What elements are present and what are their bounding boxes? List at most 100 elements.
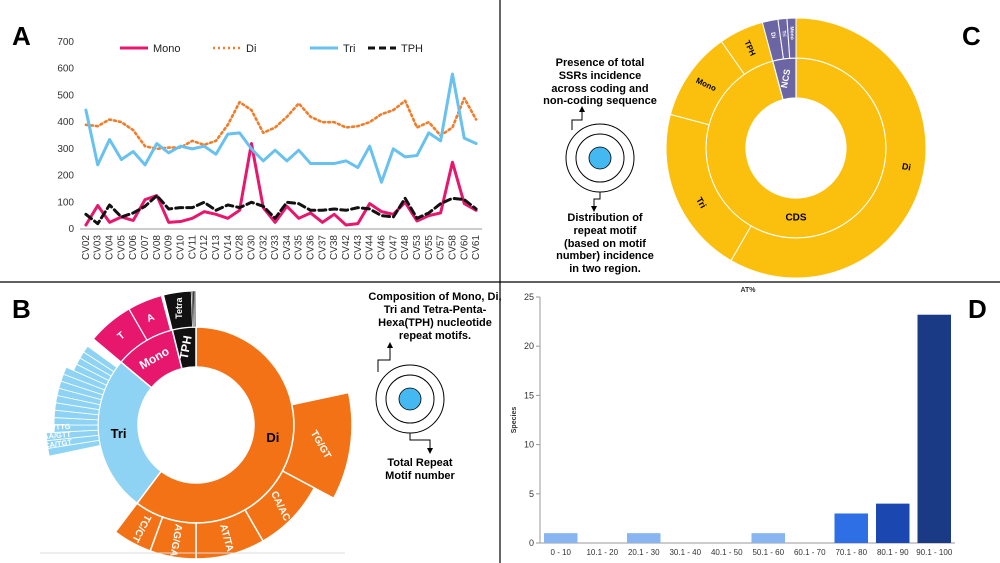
d-x-tick-label: 20.1 - 30 xyxy=(628,548,660,557)
a-x-tick-label: CV04 xyxy=(105,235,116,260)
b-outer-label-tetra: Tetra xyxy=(174,296,184,318)
a-x-tick-label: CV13 xyxy=(211,235,222,260)
a-x-tick-label: CV32 xyxy=(258,235,269,260)
a-x-tick-label: CV47 xyxy=(388,235,399,260)
c-outer-label-tri-ncs: Tri xyxy=(780,30,787,37)
a-series-line-mono xyxy=(84,142,478,227)
b-outer-label-t: T xyxy=(116,330,128,342)
a-x-tick-label: CV09 xyxy=(164,235,175,260)
panel-b-title-line-3: Hexa(TPH) nucleotide xyxy=(378,317,492,329)
panel-b-title-line-4: repeat motifs. xyxy=(399,330,471,342)
a-legend-label-di: Di xyxy=(246,43,256,55)
a-legend-label-mono: Mono xyxy=(153,43,181,55)
a-x-tick-label: CV28 xyxy=(235,235,246,260)
a-x-tick-label: CV30 xyxy=(246,235,257,260)
panel-c-top-line-1: Presence of total xyxy=(556,57,645,69)
d-x-tick-label: 90.1 - 100 xyxy=(916,548,953,557)
d-bar xyxy=(876,503,910,543)
b-label-di: Di xyxy=(266,430,279,445)
d-bar xyxy=(627,533,661,543)
a-series-line-tri xyxy=(84,72,478,184)
a-x-tick-label: CV57 xyxy=(436,235,447,260)
a-x-tick-label: CV58 xyxy=(447,235,458,260)
a-x-tick-label: CV14 xyxy=(223,235,234,260)
a-y-tick-label: 600 xyxy=(57,64,74,75)
a-series-line-tph xyxy=(84,194,478,226)
d-x-tick-label: 50.1 - 60 xyxy=(752,548,784,557)
a-x-tick-label: CV55 xyxy=(424,235,435,260)
d-x-tick-label: 40.1 - 50 xyxy=(711,548,743,557)
c-outer-label-mono-ncs: Mono xyxy=(788,26,794,40)
a-x-tick-label: CV03 xyxy=(93,235,104,260)
c-outer-slice xyxy=(730,17,927,279)
panel-b-title-line-1: Composition of Mono, Di, xyxy=(368,291,501,303)
d-y-tick-label: 25 xyxy=(524,292,534,302)
a-x-tick-label: CV46 xyxy=(377,235,388,260)
a-x-tick-label: CV12 xyxy=(199,235,210,260)
d-y-tick-label: 10 xyxy=(524,440,534,450)
a-x-tick-label: CV61 xyxy=(471,235,482,260)
c-label-ncs: NCS xyxy=(779,68,792,88)
d-y-axis-label: Species xyxy=(511,407,518,434)
a-x-tick-label: CV48 xyxy=(400,235,411,260)
d-x-tick-label: 70.1 - 80 xyxy=(835,548,867,557)
panel-label-b: B xyxy=(12,294,31,324)
c-outer-label-di-ncs: Di xyxy=(769,32,776,39)
b-outer-slice-tph xyxy=(193,290,196,328)
a-legend-label-tri: Tri xyxy=(343,43,355,55)
a-x-tick-label: CV35 xyxy=(294,235,305,260)
a-series-line-di xyxy=(84,96,478,151)
panel-c-top-line-4: non-coding sequence xyxy=(543,95,657,107)
panel-label-c: C xyxy=(962,21,981,51)
panel-b-annotation: Composition of Mono, Di, Tri and Tetra-P… xyxy=(368,291,501,482)
a-y-tick-label: 400 xyxy=(57,117,74,128)
panel-b-title-line-2: Tri and Tetra-Penta- xyxy=(384,304,487,316)
b-inner-slice-tri xyxy=(97,360,163,505)
panel-c-bottom-line-5: in two region. xyxy=(569,263,641,275)
c-label-cds: CDS xyxy=(785,213,806,224)
panel-b-circle-diagram xyxy=(375,342,445,454)
b-outer-slice-di xyxy=(114,502,164,552)
d-y-tick-label: 0 xyxy=(529,538,534,548)
panel-d-bar-chart: 0 5 10 15 20 25 AT% Species 0 - 10 10.1 - 20 20.1 … xyxy=(511,287,955,557)
a-x-tick-label: CV06 xyxy=(128,235,139,260)
a-x-tick-label: CV05 xyxy=(116,235,127,260)
a-legend-label-tph: TPH xyxy=(401,43,423,55)
panel-c-circle-diagram xyxy=(565,106,635,212)
c-outer-label-tri: Tri xyxy=(694,195,708,210)
b-outer-slice-tri xyxy=(83,345,118,373)
b-outer-slice-mono-a xyxy=(128,294,172,341)
d-y-tick-label: 20 xyxy=(524,341,534,351)
d-x-tick-label: 60.1 - 70 xyxy=(794,548,826,557)
panel-label-a: A xyxy=(12,21,31,51)
a-x-tick-label: CV08 xyxy=(152,235,163,260)
a-x-tick-label: CV38 xyxy=(329,235,340,260)
a-x-tick-label: CV36 xyxy=(306,235,317,260)
b-outer-label-a: A xyxy=(145,312,156,325)
a-x-tick-label: CV44 xyxy=(365,235,376,260)
a-x-tick-label: CV33 xyxy=(270,235,281,260)
a-x-tick-label: CV42 xyxy=(341,235,352,260)
a-x-tick-label: CV07 xyxy=(140,235,151,260)
a-x-tick-label: CV43 xyxy=(353,235,364,260)
panel-c-bottom-line-3: (based on motif xyxy=(564,238,646,250)
a-y-tick-label: 0 xyxy=(68,224,74,235)
d-x-tick-label: 0 - 10 xyxy=(551,548,572,557)
d-x-tick-label: 30.1 - 40 xyxy=(669,548,701,557)
a-x-tick-label: CV11 xyxy=(187,235,198,260)
a-y-tick-label: 700 xyxy=(57,37,74,48)
b-label-tph: TPH xyxy=(177,334,195,360)
a-x-tick-label: CV02 xyxy=(81,235,92,260)
b-outer-label-caagtt: CAA/GTT xyxy=(37,430,71,442)
a-y-tick-label: 500 xyxy=(57,90,74,101)
panel-c-bottom-line-1: Distribution of xyxy=(567,212,642,224)
d-x-tick-label: 10.1 - 20 xyxy=(586,548,618,557)
d-bar xyxy=(917,314,951,543)
panel-c-bottom-line-4: number) incidence xyxy=(556,250,654,262)
c-outer-label-di: Di xyxy=(901,161,912,172)
a-x-tick-label: CV10 xyxy=(176,235,187,260)
